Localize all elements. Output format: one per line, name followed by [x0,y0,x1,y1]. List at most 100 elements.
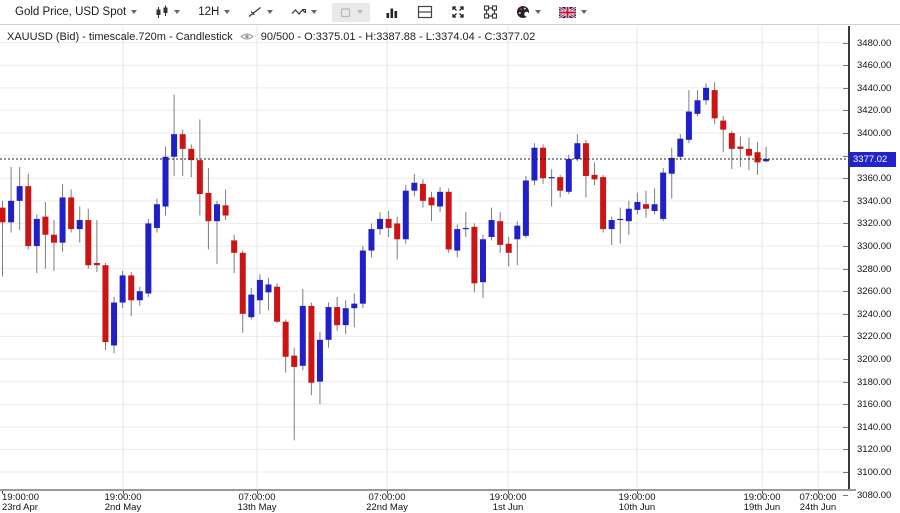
price-tick-label: 3120.00 [857,444,892,456]
interval-label: 12H [198,6,220,18]
chevron-down-icon [267,10,274,14]
price-tick-mark [843,336,848,338]
price-tick-label: 3320.00 [857,218,892,230]
trendline-icon [248,5,262,19]
time-tick-label: 07:00:00 13th May [237,492,277,513]
chevron-down-icon [311,10,318,14]
price-tick-mark [843,133,848,135]
toolbar: Gold Price, USD Spot 12H [0,0,900,25]
split-layout-icon [417,5,433,19]
time-tick-mark [123,491,124,494]
disabled-tool-selector [332,2,371,22]
zigzag-icon [291,5,307,19]
uk-flag-icon [559,6,577,18]
volume-toggle-button[interactable] [376,0,408,24]
price-tick-label: 3420.00 [857,105,892,117]
price-tick-label: 3160.00 [857,399,892,411]
price-tick-mark [843,178,848,180]
price-tick-mark [843,65,848,67]
price-tick-label: 3360.00 [857,173,892,185]
price-tick-label: 3300.00 [857,241,892,253]
layout-split-button[interactable] [408,0,442,24]
price-tick-label: 3340.00 [857,195,892,207]
chevron-down-icon [357,10,364,14]
price-tick-mark [843,42,848,44]
time-tick-mark [762,491,763,494]
price-tick-mark [843,268,848,270]
current-price-tag: 3377.02 [849,151,896,167]
trendline-tool-selector[interactable] [239,0,282,24]
symbol-selector[interactable]: Gold Price, USD Spot [6,0,146,24]
chevron-down-icon [224,10,231,14]
fullscreen-button[interactable] [442,0,474,24]
chevron-down-icon [535,10,542,14]
price-tick-label: 3280.00 [857,263,892,275]
price-tick-label: 3200.00 [857,354,892,366]
compare-tool-selector[interactable] [282,0,326,24]
theme-color-selector[interactable] [507,0,550,24]
price-axis-border [848,26,850,491]
price-tick-mark [843,404,848,406]
frame-capture-button[interactable] [474,0,507,24]
time-tick-mark [818,491,819,494]
legend-instrument: XAUUSD (Bid) - timescale.720m - Candlest… [7,31,233,43]
legend-stats: 90/500 - O:3375.01 - H:3387.88 - L:3374.… [260,31,536,43]
price-tick-mark [843,200,848,202]
frame-icon [483,5,498,19]
eye-icon[interactable] [236,31,261,43]
chart-legend: XAUUSD (Bid) - timescale.720m - Candlest… [7,31,535,43]
candlestick-icon [155,5,169,19]
time-tick-label: 07:00:00 22nd May [366,492,408,513]
price-tick-mark [843,472,848,474]
price-tick-label: 3400.00 [857,128,892,140]
time-tick-label: 19:00:00 10th Jun [618,492,656,513]
time-tick-label: 07:00:00 24th Jun [799,492,837,513]
price-tick-label: 3140.00 [857,421,892,433]
price-tick-mark [843,155,848,157]
price-tick-mark [843,246,848,248]
time-tick-label: 19:00:00 2nd May [104,492,142,513]
time-tick-label: 19:00:00 19th Jun [743,492,781,513]
interval-selector[interactable]: 12H [189,0,239,24]
time-tick-label: 19:00:00 1st Jun [489,492,527,513]
language-selector[interactable] [550,0,596,24]
time-tick-label: 19:00:00 23rd Apr [2,492,39,513]
chart-area: XAUUSD (Bid) - timescale.720m - Candlest… [0,26,900,513]
chevron-down-icon [131,10,138,14]
price-tick-mark [843,426,848,428]
time-tick-mark [637,491,638,494]
volume-bars-icon [385,5,399,19]
shape-box-icon [339,6,352,19]
palette-icon [516,5,530,19]
symbol-label: Gold Price, USD Spot [15,6,127,18]
chevron-down-icon [581,10,588,14]
price-tick-label: 3240.00 [857,308,892,320]
price-tick-label: 3180.00 [857,376,892,388]
price-tick-label: 3480.00 [857,37,892,49]
time-tick-mark [387,491,388,494]
price-tick-label: 3460.00 [857,60,892,72]
price-tick-label: 3440.00 [857,82,892,94]
price-tick-mark [843,381,848,383]
expand-arrows-icon [451,5,465,19]
price-tick-mark [843,449,848,451]
price-tick-mark [843,494,848,496]
price-tick-mark [843,313,848,315]
chart-type-selector[interactable] [146,0,189,24]
price-tick-label: 3080.00 [857,489,892,501]
time-tick-mark [508,491,509,494]
time-axis-border [0,489,856,491]
candlestick-chart[interactable] [0,26,900,491]
price-tick-label: 3220.00 [857,331,892,343]
price-tick-label: 3260.00 [857,286,892,298]
price-tick-mark [843,223,848,225]
price-tick-mark [843,110,848,112]
price-tick-mark [843,291,848,293]
time-tick-mark [2,491,3,494]
price-tick-mark [843,87,848,89]
price-tick-mark [843,359,848,361]
time-tick-mark [257,491,258,494]
price-tick-label: 3100.00 [857,467,892,479]
time-axis[interactable]: 19:00:00 23rd Apr 19:00:00 2nd May 07:00:00 1… [0,491,848,513]
